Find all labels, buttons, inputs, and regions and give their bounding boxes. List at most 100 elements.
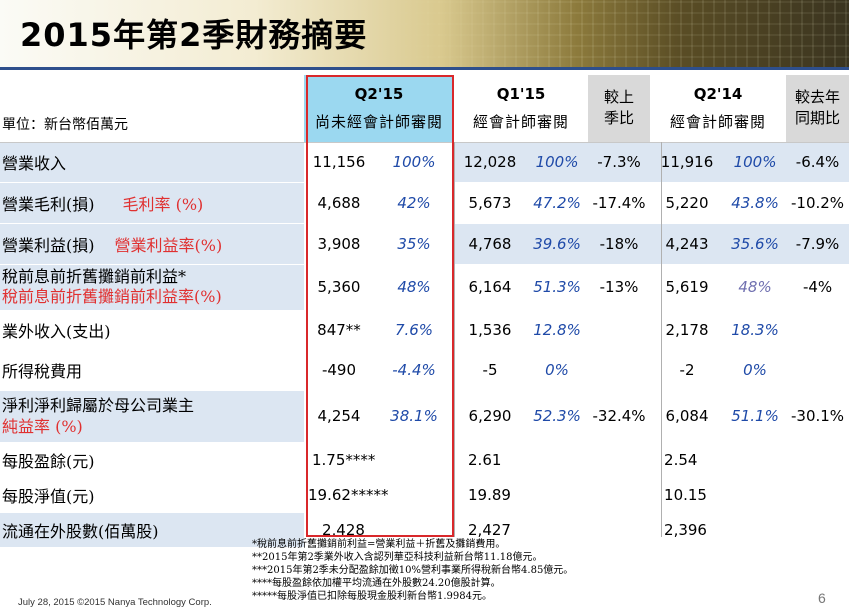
qoq-change: -32.4% (588, 390, 651, 443)
column-divider (661, 142, 662, 537)
q1-15-audit-status: 經會計師審閱 (473, 112, 570, 131)
q2-15-percent: 7.6% (374, 310, 455, 351)
q1-15-value: -5 (454, 350, 527, 391)
table-row: 每股盈餘(元) 1.75**** 2.61 2.54 (0, 442, 849, 478)
unit-label: 單位：新台幣佰萬元 (0, 75, 304, 143)
footnote: ***2015年第2季未分配盈餘加徵10%營利事業所得稅新台幣4.85億元。 (252, 565, 574, 576)
q1-15-value: 5,673 (454, 182, 527, 224)
q2-14-value: 10.15 (650, 477, 725, 513)
column-divider (454, 142, 455, 537)
title-rule (0, 67, 849, 70)
q2-15-value: 5,360 (304, 264, 374, 311)
row-label: 營業毛利(損) 毛利率 (%) (0, 182, 304, 224)
q1-15-percent: 47.2% (526, 182, 589, 224)
row-label-main: 營業毛利(損) (2, 194, 95, 214)
qoq-header: 較上 季比 (588, 75, 651, 143)
row-label: 淨利淨利歸屬於母公司業主 純益率 (%) (0, 390, 304, 443)
footnotes: *稅前息前折舊攤銷前利益=營業利益＋折舊及攤銷費用。 **2015年第2季業外收… (252, 538, 672, 603)
row-label-ratio: 純益率 (%) (2, 417, 83, 436)
row-label: 營業收入 (0, 142, 304, 183)
q2-15-value: 3,908 (304, 223, 374, 265)
footnote: *稅前息前折舊攤銷前利益=營業利益＋折舊及攤銷費用。 (252, 539, 506, 550)
footnote: **2015年第2季業外收入含認列華亞科技利益新台幣11.18億元。 (252, 552, 543, 563)
row-label: 業外收入(支出) (0, 310, 304, 351)
q2-14-value: 6,084 (650, 390, 725, 443)
q2-14-value: 4,243 (650, 223, 725, 265)
q2-15-percent: 100% (374, 142, 455, 183)
q1-15-value: 19.89 (454, 477, 527, 513)
yoy-header-line1: 較去年 (795, 88, 841, 107)
row-label-ratio: 營業利益率(%) (114, 235, 223, 255)
table-row: 每股淨值(元) 19.62***** 19.89 10.15 (0, 477, 849, 513)
q2-14-percent: 35.6% (724, 223, 787, 265)
q1-15-percent: 52.3% (526, 390, 589, 443)
yoy-change (786, 310, 849, 351)
q1-15-percent: 12.8% (526, 310, 589, 351)
yoy-change: -10.2% (786, 182, 849, 224)
table-row: 營業毛利(損) 毛利率 (%) 4,688 42% 5,673 47.2% -17… (0, 182, 849, 224)
q2-14-audit-status: 經會計師審閱 (670, 112, 767, 131)
qoq-change: -17.4% (588, 182, 651, 224)
row-label-ratio: 稅前息前折舊攤銷前利益率(%) (2, 287, 222, 306)
header-row: 單位：新台幣佰萬元 Q2'15 尚未經會計師審閱 Q1'15 經會計師審閱 較上… (0, 75, 849, 143)
q2-14-header: Q2'14 經會計師審閱 (650, 75, 787, 143)
q2-14-percent: 51.1% (724, 390, 787, 443)
q2-15-value: 19.62***** (304, 477, 455, 513)
q1-15-period: Q1'15 (496, 84, 546, 103)
q2-15-value: 847** (304, 310, 374, 351)
footer-date-copyright: July 28, 2015 ©2015 Nanya Technology Cor… (18, 597, 212, 608)
row-label: 營業利益(損) 營業利益率(%) (0, 223, 304, 265)
qoq-header-line1: 較上 (604, 88, 635, 107)
yoy-change: -6.4% (786, 142, 849, 183)
row-label-main: 稅前息前折舊攤銷前利益* (2, 267, 187, 286)
table-row: 營業收入 11,156 100% 12,028 100% -7.3% 11,91… (0, 142, 849, 183)
yoy-change: -4% (786, 264, 849, 311)
yoy-change (786, 350, 849, 391)
qoq-header-line2: 季比 (604, 109, 635, 128)
q2-15-value: 1.75**** (304, 442, 455, 478)
q2-14-percent: 100% (724, 142, 787, 183)
q1-15-percent: 51.3% (526, 264, 589, 311)
yoy-header: 較去年 同期比 (786, 75, 849, 143)
q2-15-value: 11,156 (304, 142, 374, 183)
row-label: 流通在外股數(佰萬股) (0, 512, 304, 548)
row-label-main: 淨利淨利歸屬於母公司業主 (2, 396, 195, 415)
q2-15-value: -490 (304, 350, 374, 391)
table-row: 流通在外股數(佰萬股) 2,428 2,427 2,396 (0, 512, 849, 548)
q2-15-percent: -4.4% (374, 350, 455, 391)
qoq-change (588, 310, 651, 351)
footnote: *****每股淨值已扣除每股現金股利新台幣1.9984元。 (252, 591, 492, 602)
q2-15-value: 2,428 (304, 512, 455, 548)
table-row: 營業利益(損) 營業利益率(%) 3,908 35% 4,768 39.6% -1… (0, 223, 849, 265)
financial-summary-table: 單位：新台幣佰萬元 Q2'15 尚未經會計師審閱 Q1'15 經會計師審閱 較上… (0, 75, 849, 548)
q2-14-value: 11,916 (650, 142, 725, 183)
q2-15-value: 4,254 (304, 390, 374, 443)
q2-14-period: Q2'14 (693, 84, 743, 103)
qoq-change (588, 350, 651, 391)
q2-15-audit-status: 尚未經會計師審閱 (315, 112, 444, 131)
q2-15-period: Q2'15 (354, 84, 404, 103)
q1-15-value: 2,427 (454, 512, 527, 548)
table-row: 所得稅費用 -490 -4.4% -5 0% -2 0% (0, 350, 849, 391)
qoq-change: -18% (588, 223, 651, 265)
row-label: 所得稅費用 (0, 350, 304, 391)
row-label: 稅前息前折舊攤銷前利益* 稅前息前折舊攤銷前利益率(%) (0, 264, 304, 311)
table-row: 業外收入(支出) 847** 7.6% 1,536 12.8% 2,178 18… (0, 310, 849, 351)
table-row: 稅前息前折舊攤銷前利益* 稅前息前折舊攤銷前利益率(%) 5,360 48% 6… (0, 264, 849, 311)
q1-15-header: Q1'15 經會計師審閱 (454, 75, 589, 143)
q2-15-percent: 35% (374, 223, 455, 265)
q1-15-value: 2.61 (454, 442, 527, 478)
q2-14-value: 5,619 (650, 264, 725, 311)
qoq-change: -7.3% (588, 142, 651, 183)
q1-15-value: 6,164 (454, 264, 527, 311)
row-label-ratio: 毛利率 (%) (122, 194, 204, 214)
q2-15-percent: 48% (374, 264, 455, 311)
q1-15-percent: 0% (526, 350, 589, 391)
qoq-change: -13% (588, 264, 651, 311)
table-row: 淨利淨利歸屬於母公司業主 純益率 (%) 4,254 38.1% 6,290 5… (0, 390, 849, 443)
q2-14-value: 2,178 (650, 310, 725, 351)
q2-14-value: 2.54 (650, 442, 725, 478)
page-number: 6 (818, 590, 826, 606)
q2-14-value: 5,220 (650, 182, 725, 224)
footnote: ****每股盈餘依加權平均流通在外股數24.20億股計算。 (252, 578, 501, 589)
